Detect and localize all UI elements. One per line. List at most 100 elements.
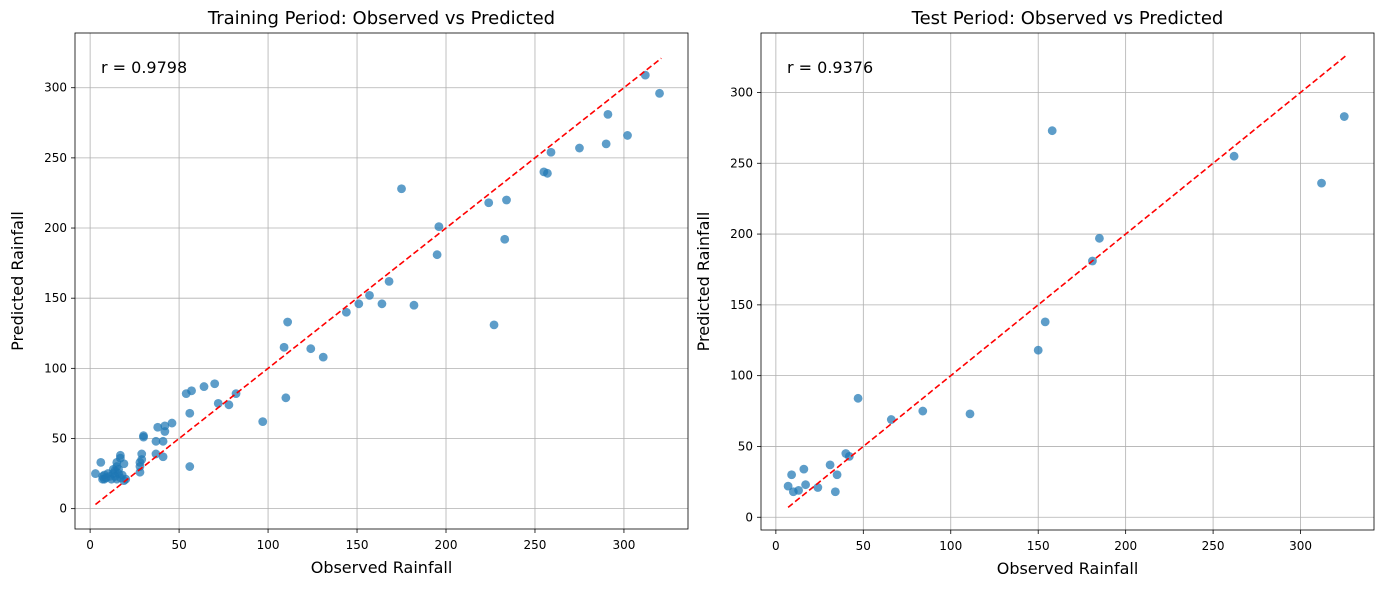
x-axis-label: Observed Rainfall: [997, 559, 1139, 578]
data-point: [185, 408, 195, 418]
data-point: [502, 195, 511, 205]
data-point: [281, 393, 291, 403]
y-tick-label: 300: [44, 81, 67, 95]
data-point: [1095, 233, 1104, 243]
data-point: [96, 457, 106, 467]
data-point: [1047, 126, 1057, 136]
data-point: [160, 421, 170, 431]
x-tick-label: 300: [612, 538, 635, 552]
data-point: [655, 88, 664, 98]
data-point: [158, 436, 168, 446]
data-point: [432, 250, 442, 260]
data-point: [119, 459, 129, 469]
data-point: [354, 299, 364, 309]
data-point: [601, 139, 611, 149]
data-point: [151, 436, 161, 446]
x-tick-label: 0: [772, 539, 780, 553]
data-point: [397, 184, 406, 194]
chart-title: Training Period: Observed vs Predicted: [207, 8, 555, 29]
y-tick-label: 200: [44, 221, 67, 235]
data-point: [603, 109, 613, 119]
y-axis-label: Predicted Rainfall: [694, 212, 713, 352]
data-point: [283, 317, 293, 327]
data-point: [210, 379, 220, 389]
x-tick-label: 300: [1289, 539, 1312, 553]
data-point: [886, 415, 896, 424]
data-point: [799, 464, 809, 474]
x-tick-label: 250: [524, 538, 547, 552]
x-tick-label: 50: [171, 538, 186, 552]
plot-frame: [760, 32, 1375, 531]
data-point: [377, 299, 387, 309]
data-point: [1317, 178, 1326, 188]
y-tick-label: 50: [52, 431, 67, 445]
data-point: [546, 147, 556, 157]
y-tick-label: 50: [738, 439, 753, 453]
data-point: [484, 198, 494, 208]
data-point: [137, 449, 147, 459]
data-point: [1033, 345, 1043, 355]
data-point: [965, 409, 975, 419]
data-point: [794, 485, 804, 495]
data-point: [187, 386, 196, 396]
y-tick-label: 300: [730, 85, 753, 99]
data-point: [832, 470, 842, 480]
data-point: [813, 483, 823, 492]
x-tick-label: 200: [1114, 539, 1137, 553]
data-point: [258, 417, 268, 427]
data-point: [279, 342, 289, 352]
y-axis-label: Predicted Rainfall: [8, 211, 27, 351]
data-point: [158, 452, 168, 462]
y-tick-label: 200: [730, 227, 753, 241]
correlation-annotation: r = 0.9798: [101, 58, 187, 77]
data-point: [153, 422, 163, 432]
data-point: [787, 470, 797, 480]
data-point: [1040, 317, 1050, 327]
data-point: [365, 290, 374, 300]
data-point: [384, 276, 394, 286]
y-tick-label: 100: [730, 369, 753, 383]
data-point: [409, 300, 419, 310]
data-point: [623, 131, 632, 140]
x-tick-label: 150: [1027, 539, 1050, 553]
data-point: [167, 418, 177, 428]
data-point: [825, 460, 835, 470]
data-point: [434, 222, 444, 232]
plot-frame: [74, 32, 689, 530]
data-point: [213, 399, 223, 408]
chart-title: Test Period: Observed vs Predicted: [911, 8, 1224, 29]
data-point: [115, 450, 125, 460]
y-tick-label: 0: [745, 510, 753, 524]
x-tick-label: 50: [856, 539, 871, 553]
x-tick-label: 200: [435, 538, 458, 552]
data-point: [783, 481, 793, 491]
x-tick-label: 250: [1202, 539, 1225, 553]
data-point: [318, 352, 328, 362]
data-point: [500, 234, 510, 244]
y-tick-label: 100: [44, 361, 67, 375]
data-point: [1229, 151, 1239, 161]
reference-line: [94, 57, 662, 506]
x-tick-label: 100: [257, 538, 280, 552]
data-point: [575, 143, 584, 153]
y-tick-label: 0: [59, 502, 67, 516]
correlation-annotation: r = 0.9376: [787, 58, 873, 77]
data-point: [139, 432, 148, 442]
data-point: [341, 307, 351, 317]
y-tick-label: 250: [44, 151, 67, 165]
test-scatter-panel: 0 50 100 150 200 250 300 0 50 100 150 200 250 300 r = …: [694, 8, 1375, 578]
reference-line: [787, 55, 1347, 508]
x-tick-label: 0: [86, 538, 94, 552]
data-point: [918, 406, 928, 416]
data-point: [121, 474, 131, 484]
data-point: [801, 480, 810, 490]
data-point: [224, 400, 234, 410]
data-point: [151, 449, 161, 459]
data-point: [853, 393, 863, 403]
data-point: [543, 168, 552, 178]
data-point: [306, 344, 316, 354]
data-point: [830, 487, 840, 497]
data-point: [185, 462, 195, 471]
data-point: [1339, 112, 1349, 121]
